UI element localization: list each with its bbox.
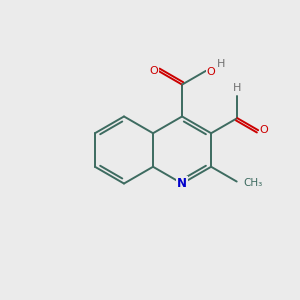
Text: O: O	[259, 125, 268, 135]
Text: CH₃: CH₃	[243, 178, 262, 188]
Text: N: N	[177, 177, 187, 190]
Text: H: H	[217, 58, 225, 68]
Text: O: O	[149, 66, 158, 76]
Text: H: H	[233, 83, 242, 93]
Text: O: O	[207, 67, 215, 77]
